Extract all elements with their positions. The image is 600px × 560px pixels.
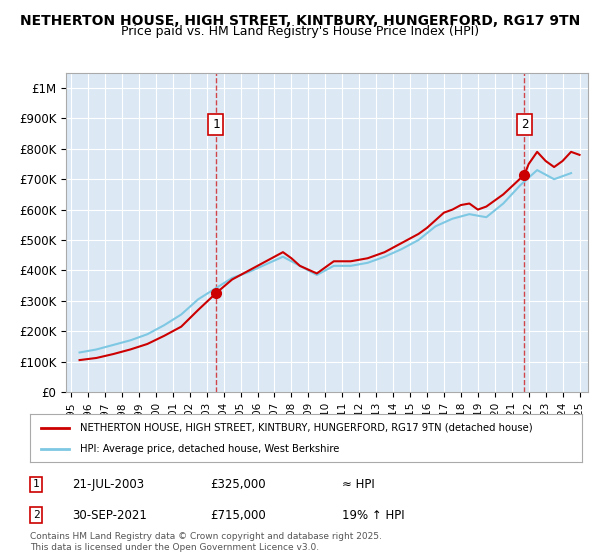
- Text: Price paid vs. HM Land Registry's House Price Index (HPI): Price paid vs. HM Land Registry's House …: [121, 25, 479, 38]
- Text: £325,000: £325,000: [210, 478, 266, 491]
- Text: NETHERTON HOUSE, HIGH STREET, KINTBURY, HUNGERFORD, RG17 9TN (detached house): NETHERTON HOUSE, HIGH STREET, KINTBURY, …: [80, 423, 532, 433]
- Text: ≈ HPI: ≈ HPI: [342, 478, 375, 491]
- Text: 2: 2: [521, 118, 528, 131]
- Text: 2: 2: [32, 510, 40, 520]
- Text: NETHERTON HOUSE, HIGH STREET, KINTBURY, HUNGERFORD, RG17 9TN: NETHERTON HOUSE, HIGH STREET, KINTBURY, …: [20, 14, 580, 28]
- Text: Contains HM Land Registry data © Crown copyright and database right 2025.
This d: Contains HM Land Registry data © Crown c…: [30, 532, 382, 552]
- Text: 21-JUL-2003: 21-JUL-2003: [72, 478, 144, 491]
- Text: £715,000: £715,000: [210, 508, 266, 522]
- Text: HPI: Average price, detached house, West Berkshire: HPI: Average price, detached house, West…: [80, 444, 339, 454]
- Text: 1: 1: [32, 479, 40, 489]
- Text: 1: 1: [212, 118, 220, 131]
- Text: 19% ↑ HPI: 19% ↑ HPI: [342, 508, 404, 522]
- Text: 30-SEP-2021: 30-SEP-2021: [72, 508, 147, 522]
